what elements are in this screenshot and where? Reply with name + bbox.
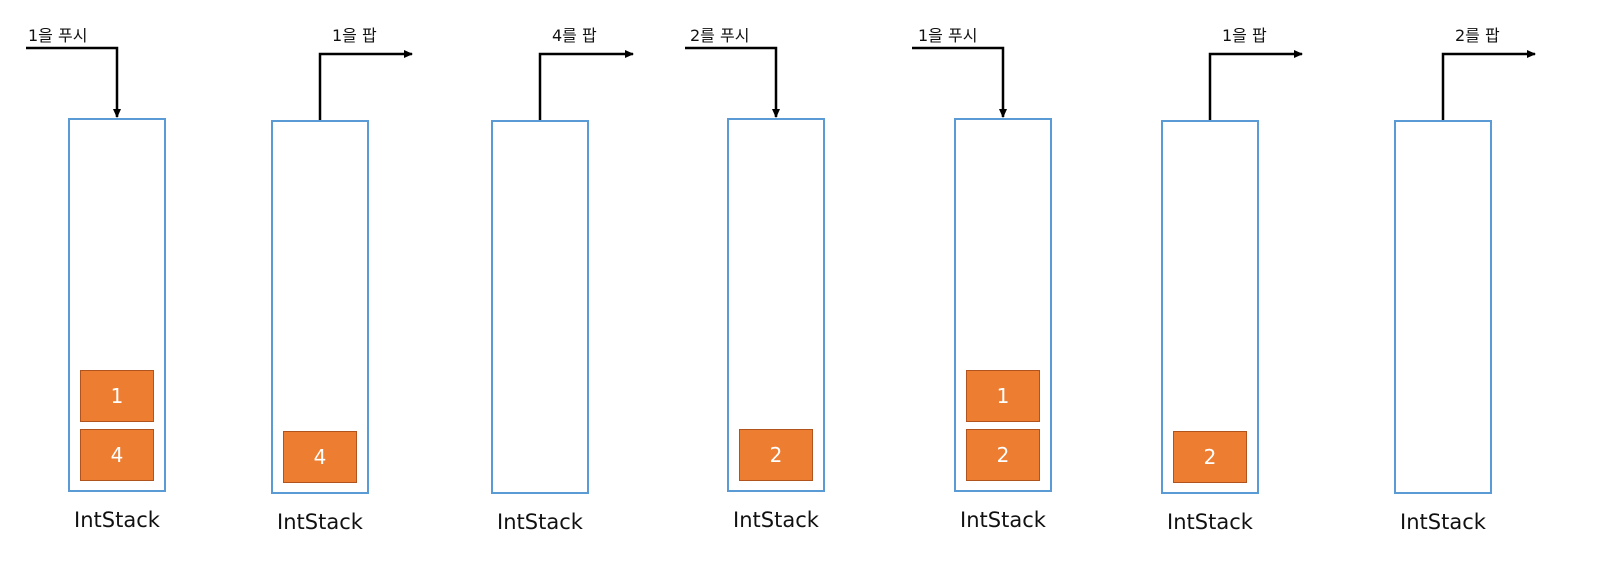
stack-element: 2 — [1173, 431, 1247, 483]
stack-label: IntStack — [497, 510, 583, 534]
stack-label: IntStack — [960, 508, 1046, 532]
pop-arrow — [1208, 50, 1303, 120]
push-arrow — [912, 46, 1007, 118]
operation-label: 1을 푸시 — [28, 26, 88, 45]
operation-label: 1을 푸시 — [918, 26, 978, 45]
pop-arrow — [318, 50, 413, 120]
stack-container — [1394, 120, 1492, 494]
stack-container — [491, 120, 589, 494]
stack-element: 2 — [739, 429, 813, 481]
operation-label: 1을 팝 — [1222, 26, 1267, 45]
stack-label: IntStack — [74, 508, 160, 532]
stack-element: 4 — [283, 431, 357, 483]
stack-label: IntStack — [733, 508, 819, 532]
stack-element: 1 — [80, 370, 154, 422]
pop-arrow — [538, 50, 634, 120]
push-arrow — [26, 46, 121, 118]
operation-label: 4를 팝 — [552, 26, 597, 45]
stack-element: 2 — [966, 429, 1040, 481]
stack-label: IntStack — [277, 510, 363, 534]
operation-label: 2를 팝 — [1455, 26, 1500, 45]
stack-label: IntStack — [1400, 510, 1486, 534]
operation-label: 2를 푸시 — [690, 26, 750, 45]
operation-label: 1을 팝 — [332, 26, 377, 45]
push-arrow — [685, 46, 780, 118]
stack-label: IntStack — [1167, 510, 1253, 534]
stack-element: 4 — [80, 429, 154, 481]
stack-element: 1 — [966, 370, 1040, 422]
pop-arrow — [1441, 50, 1536, 120]
